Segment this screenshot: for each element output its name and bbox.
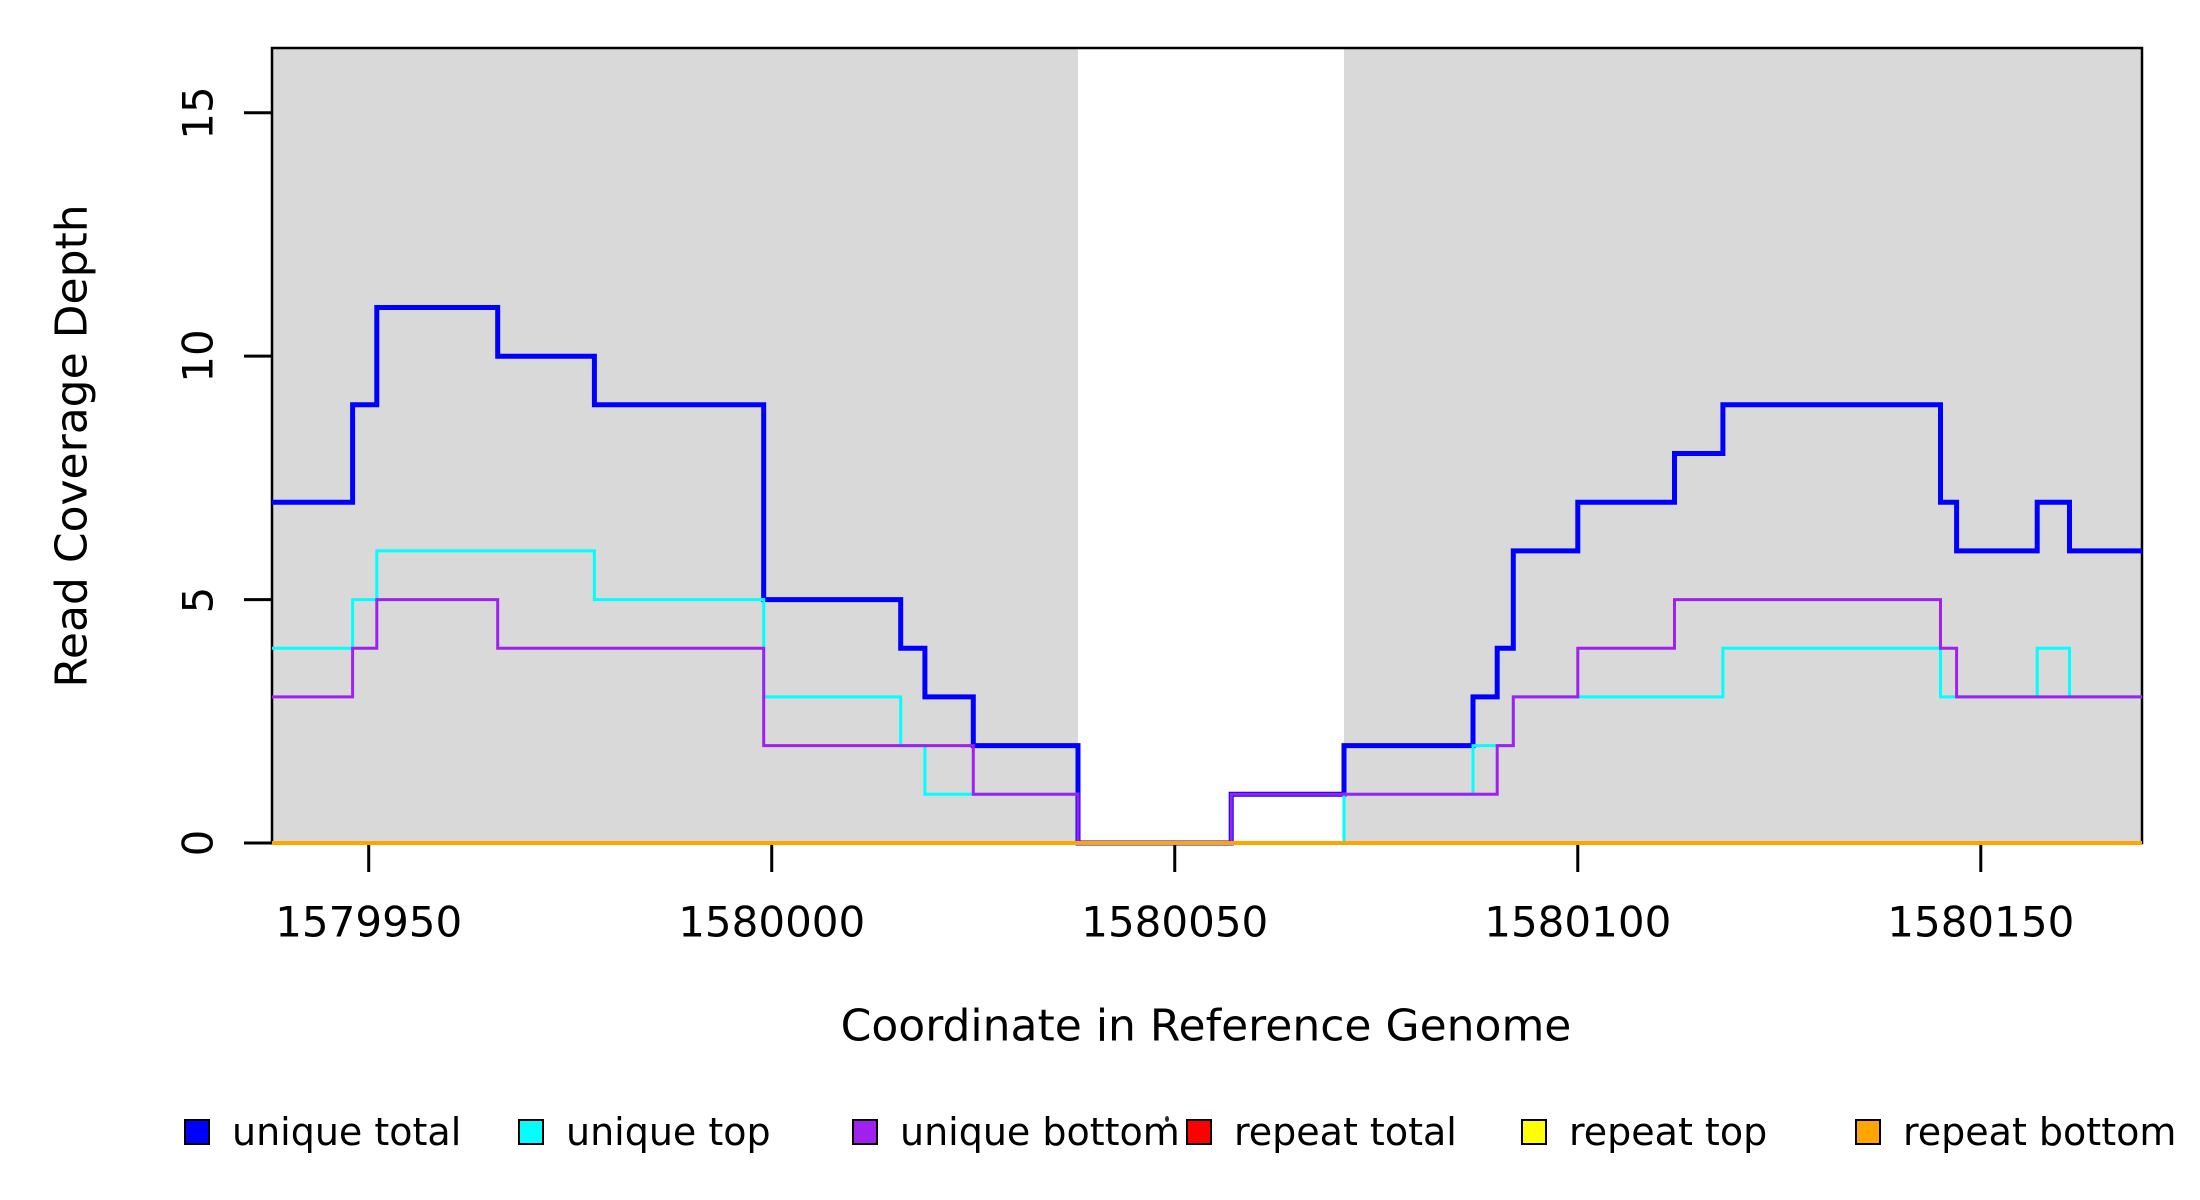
legend-swatch-repeat-top [1521,1119,1547,1145]
legend-item-unique-total: unique total [184,1110,462,1154]
right-gray-region [1344,48,2142,843]
legend-label-unique-top: unique top [566,1110,771,1154]
series-line-unique-bottom [272,598,2142,845]
legend-label-unique-total: unique total [232,1110,462,1154]
left-gray-region [272,48,1079,843]
legend-label-repeat-total: repeat total [1234,1110,1457,1154]
series-line-unique-total [272,305,2142,846]
x-axis-title: Coordinate in Reference Genome [840,1000,1572,1052]
legend-swatch-repeat-total [1186,1119,1212,1145]
legend-label-unique-bottom: unique bottom [900,1110,1180,1154]
legend-label-repeat-top: repeat top [1569,1110,1768,1154]
y-tick-label-2: 10 [173,329,223,383]
x-tick-label-3: 1580100 [1484,897,1672,947]
legend-item-unique-top: unique top [518,1110,771,1154]
legend-item-repeat-top: repeat top [1521,1110,1768,1154]
legend-swatch-unique-top [518,1119,544,1145]
legend-swatch-unique-total [184,1119,210,1145]
legend-item-repeat-total: repeat total [1186,1110,1457,1154]
x-tick-label-4: 1580150 [1887,897,2075,947]
legend-item-repeat-bottom: repeat bottom [1855,1110,2177,1154]
x-tick-label-0: 1579950 [275,897,463,947]
legend-label-repeat-bottom: repeat bottom [1903,1110,2177,1154]
legend-item-unique-bottom: unique bottom [852,1110,1180,1154]
legend-swatch-unique-bottom [852,1119,878,1145]
y-axis-title: Read Coverage Depth [46,204,98,688]
x-tick-label-2: 1580050 [1081,897,1269,947]
stray-dot-mark [1165,1116,1169,1122]
y-tick-label-3: 15 [173,86,223,140]
legend-swatch-repeat-bottom [1855,1119,1881,1145]
x-tick-label-1: 1580000 [678,897,866,947]
y-tick-label-1: 5 [173,586,223,613]
y-tick-label-0: 0 [173,829,223,857]
